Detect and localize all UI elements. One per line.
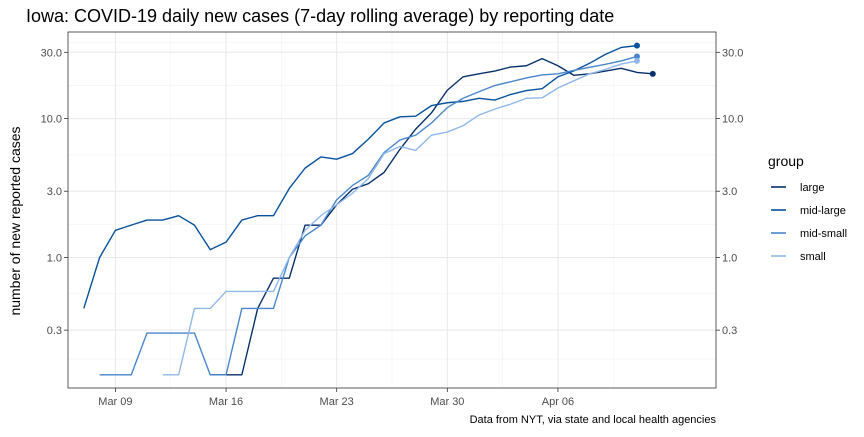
series-end-point-small bbox=[633, 57, 640, 64]
x-tick-label: Mar 23 bbox=[320, 396, 354, 408]
series-end-point-mid-small bbox=[633, 53, 640, 60]
y-tick-label-right: 3.0 bbox=[722, 186, 737, 198]
y-tick-label-left: 3.0 bbox=[47, 186, 62, 198]
y-tick-label-right: 1.0 bbox=[722, 253, 737, 265]
x-tick-label: Mar 09 bbox=[98, 396, 132, 408]
y-tick-label-left: 1.0 bbox=[47, 253, 62, 265]
x-tick-label: Mar 30 bbox=[430, 396, 464, 408]
chart-title: Iowa: COVID-19 daily new cases (7-day ro… bbox=[26, 6, 614, 26]
y-axis-title: number of new reported cases bbox=[7, 126, 23, 315]
series-line-large bbox=[210, 57, 653, 376]
y-tick-label-left: 30.0 bbox=[41, 47, 62, 59]
legend-label-small: small bbox=[800, 251, 826, 263]
plot-area: 0.3 0.3 1.0 1.0 3.0 3.0 10.0 10.0 30.0 30.0 Mar 09… bbox=[41, 31, 743, 408]
legend-title: group bbox=[768, 153, 804, 169]
y-tick-label-left: 0.3 bbox=[47, 325, 62, 337]
y-tick-label-left: 10.0 bbox=[41, 114, 62, 126]
legend: group large mid-large mid-small small bbox=[768, 153, 847, 263]
legend-label-mid-small: mid-small bbox=[800, 228, 847, 240]
series-line-mid-large bbox=[83, 44, 638, 309]
series-end-point-large bbox=[649, 70, 656, 77]
y-tick-label-right: 30.0 bbox=[722, 47, 743, 59]
x-tick-label: Mar 16 bbox=[209, 396, 243, 408]
series-line-small bbox=[162, 60, 638, 376]
y-tick-label-right: 0.3 bbox=[722, 325, 737, 337]
series-end-point-mid-large bbox=[633, 42, 640, 49]
x-tick-label: Apr 06 bbox=[542, 396, 574, 408]
panel-border bbox=[67, 31, 717, 389]
chart-caption: Data from NYT, via state and local healt… bbox=[470, 414, 717, 426]
legend-label-large: large bbox=[800, 182, 824, 194]
legend-label-mid-large: mid-large bbox=[800, 205, 846, 217]
y-tick-label-right: 10.0 bbox=[722, 114, 743, 126]
